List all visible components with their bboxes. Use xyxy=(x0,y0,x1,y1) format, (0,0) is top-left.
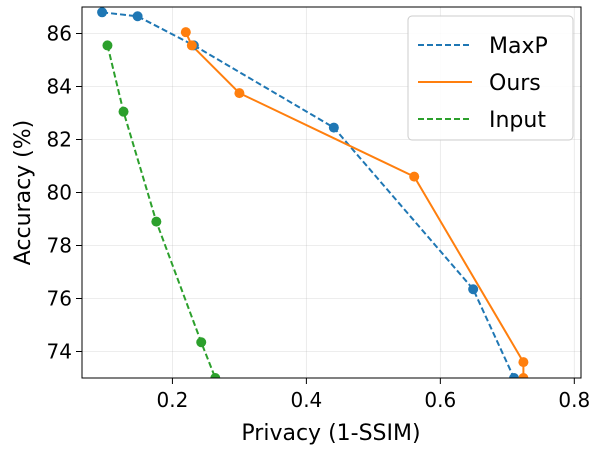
y-axis-ticks: 74 76 78 80 82 84 86 xyxy=(47,22,82,364)
data-point-ours xyxy=(234,88,245,99)
legend-label-maxp: MaxP xyxy=(489,34,548,59)
x-tick-label: 0.8 xyxy=(558,388,590,412)
data-point-input xyxy=(102,40,113,51)
legend-label-input: Input xyxy=(489,108,546,133)
data-point-maxp xyxy=(97,7,108,18)
x-axis-ticks: 0.2 0.4 0.6 0.8 xyxy=(157,378,590,412)
y-tick-label: 74 xyxy=(47,340,72,364)
x-tick-label: 0.2 xyxy=(157,388,189,412)
legend-label-ours: Ours xyxy=(489,71,541,96)
series-line-maxp xyxy=(101,11,515,378)
legend: MaxP Ours Input xyxy=(407,15,574,141)
y-axis-title: Accuracy (%) xyxy=(11,120,36,266)
data-point-ours xyxy=(518,373,529,378)
data-point-input xyxy=(210,373,221,378)
y-tick-label: 86 xyxy=(47,22,72,46)
x-tick-label: 0.6 xyxy=(424,388,456,412)
y-tick-label: 78 xyxy=(47,234,72,258)
y-tick-label: 82 xyxy=(47,128,72,152)
data-point-maxp xyxy=(328,122,339,133)
data-point-input xyxy=(196,337,207,348)
data-point-maxp xyxy=(468,284,479,295)
y-tick-label: 84 xyxy=(47,75,72,99)
data-point-ours xyxy=(186,40,197,51)
series-line-input xyxy=(106,45,217,378)
data-point-ours xyxy=(518,357,529,368)
series-markers xyxy=(97,7,529,378)
data-point-ours xyxy=(180,27,191,38)
data-point-maxp xyxy=(509,373,520,378)
legend-box xyxy=(407,15,574,141)
legend-items: MaxP Ours Input xyxy=(418,34,548,133)
data-point-input xyxy=(151,216,162,227)
data-point-input xyxy=(118,106,129,117)
x-tick-label: 0.4 xyxy=(290,388,322,412)
data-point-ours xyxy=(409,171,420,182)
x-axis-title: Privacy (1-SSIM) xyxy=(241,421,420,446)
y-tick-label: 76 xyxy=(47,287,72,311)
y-tick-label: 80 xyxy=(47,181,72,205)
data-point-maxp xyxy=(132,11,143,22)
